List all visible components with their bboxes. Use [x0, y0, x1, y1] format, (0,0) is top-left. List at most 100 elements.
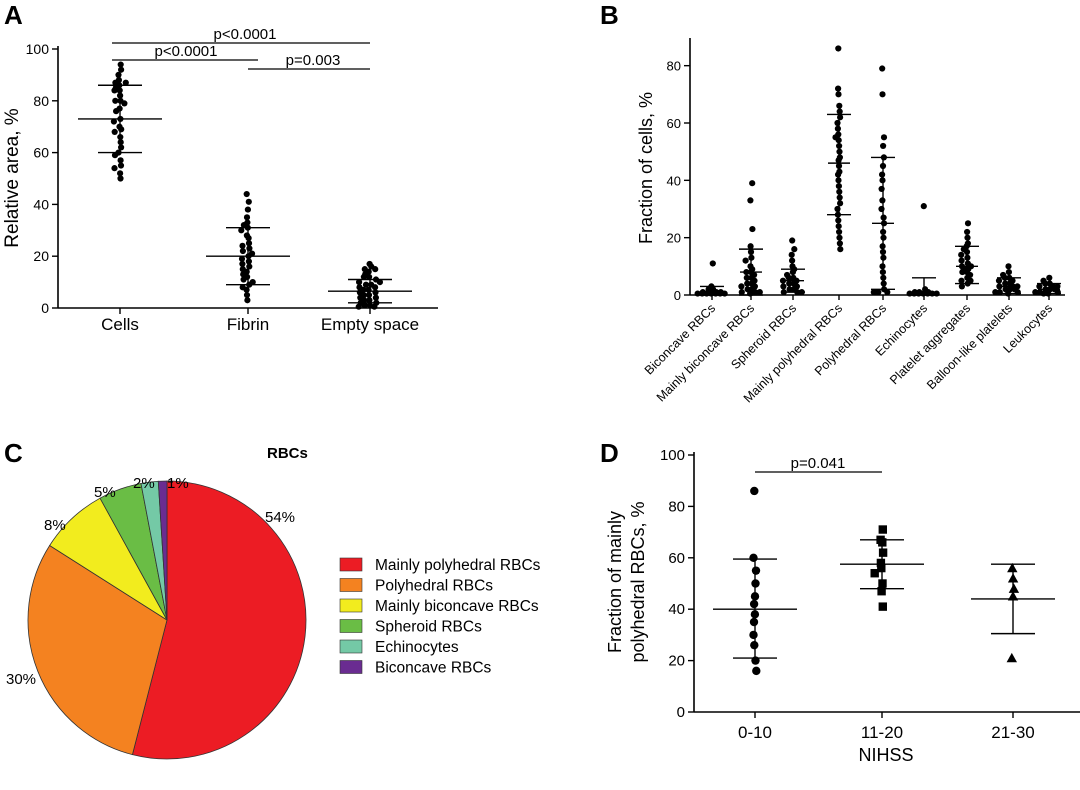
data-point	[243, 190, 250, 198]
data-point	[835, 171, 842, 178]
y-tick-label: 60	[667, 116, 681, 131]
pie-slice	[131, 480, 307, 760]
data-point	[749, 180, 756, 187]
data-point	[835, 217, 842, 224]
data-point	[244, 206, 251, 213]
data-point	[749, 617, 759, 627]
y-tick-label: 20	[668, 653, 685, 670]
data-point	[879, 171, 886, 178]
data-point	[1008, 583, 1020, 593]
legend-label: Mainly polyhedral RBCs	[375, 557, 541, 574]
y-tick-label: 100	[26, 41, 50, 57]
data-point	[111, 128, 118, 135]
y-tick-label: 40	[33, 196, 49, 212]
data-point	[372, 294, 379, 301]
data-point	[1002, 280, 1009, 287]
data-point	[837, 200, 844, 207]
data-point	[835, 85, 842, 92]
pie-percent-label: 54%	[265, 509, 295, 526]
data-point	[709, 260, 716, 267]
data-point	[738, 289, 745, 296]
data-point	[372, 266, 379, 273]
legend-swatch	[339, 578, 363, 592]
data-point	[238, 227, 245, 234]
data-point	[749, 225, 756, 233]
data-point	[238, 255, 246, 262]
data-point	[243, 291, 251, 299]
data-point	[362, 281, 370, 288]
data-point	[878, 602, 887, 611]
pie-percent-label: 1%	[167, 475, 189, 492]
data-point	[780, 283, 787, 290]
data-point	[112, 97, 119, 104]
data-point	[749, 630, 758, 640]
y-axis-label: Fraction of mainly	[605, 511, 625, 653]
data-point	[789, 237, 796, 244]
y-tick-label: 0	[677, 704, 685, 721]
data-point	[992, 289, 999, 296]
panel-c-pie: RBCs 54% 30% 8% 5% 2% 1% Mainly polyhedral RBCs…	[6, 445, 541, 760]
data-point	[376, 279, 383, 286]
y-tick-label: 100	[660, 447, 685, 464]
legend-label: Polyhedral RBCs	[375, 578, 493, 595]
data-point	[747, 290, 754, 297]
legend-swatch	[339, 598, 363, 613]
data-point	[243, 286, 250, 293]
data-point	[870, 569, 879, 578]
data-point	[356, 279, 363, 286]
data-point	[880, 142, 887, 150]
pie-percent-label: 5%	[94, 484, 116, 501]
data-point	[121, 100, 128, 107]
data-point	[870, 289, 877, 296]
y-tick-label: 60	[668, 550, 685, 567]
data-point	[788, 251, 795, 258]
y-axis-label: Relative area, %	[2, 108, 23, 248]
data-point	[878, 525, 887, 534]
x-axis-label: NIHSS	[858, 745, 913, 765]
data-point	[785, 274, 792, 281]
data-point	[747, 197, 754, 204]
category-label: Empty space	[321, 315, 419, 334]
data-point	[920, 203, 927, 210]
legend-label: Echinocytes	[375, 639, 459, 656]
data-point	[933, 290, 940, 297]
data-point	[118, 66, 125, 73]
y-tick-label: 20	[33, 248, 49, 264]
data-point	[875, 289, 882, 296]
significance-label: p<0.0001	[155, 43, 218, 60]
data-point	[239, 260, 246, 268]
data-point	[1046, 274, 1053, 281]
data-point	[744, 280, 751, 287]
data-point	[1005, 268, 1013, 276]
data-point	[1005, 263, 1012, 270]
data-point	[879, 65, 886, 72]
y-axis-label: Fraction of cells, %	[636, 92, 656, 244]
y-tick-label: 0	[41, 300, 49, 316]
panel-d-dotplot: 0 20 40 60 80 100 Fraction of mainly polyhedral…	[605, 447, 1080, 765]
data-point	[834, 125, 842, 132]
data-point	[355, 303, 362, 310]
y-tick-label: 80	[33, 93, 49, 109]
data-point	[111, 152, 119, 159]
data-point	[876, 558, 886, 568]
data-point	[110, 118, 117, 125]
panel-b-dotplot: 0 20 40 60 80 Fraction of cells, % Biconcave R…	[636, 38, 1065, 405]
pie-title: RBCs	[267, 445, 308, 462]
data-point	[747, 243, 754, 250]
data-point	[1036, 283, 1043, 290]
data-point	[958, 251, 965, 258]
data-point	[117, 162, 125, 169]
data-point	[239, 247, 246, 255]
data-point	[786, 286, 793, 293]
category-label: Biconcave RBCs	[642, 301, 718, 377]
y-tick-label: 60	[33, 145, 49, 161]
significance-label: p=0.041	[791, 455, 846, 472]
data-point	[721, 290, 728, 297]
data-point	[752, 666, 761, 676]
pie-percent-label: 2%	[133, 475, 155, 492]
data-point	[878, 185, 885, 193]
data-point	[1014, 289, 1021, 296]
data-point	[877, 587, 886, 596]
data-point	[835, 45, 842, 52]
